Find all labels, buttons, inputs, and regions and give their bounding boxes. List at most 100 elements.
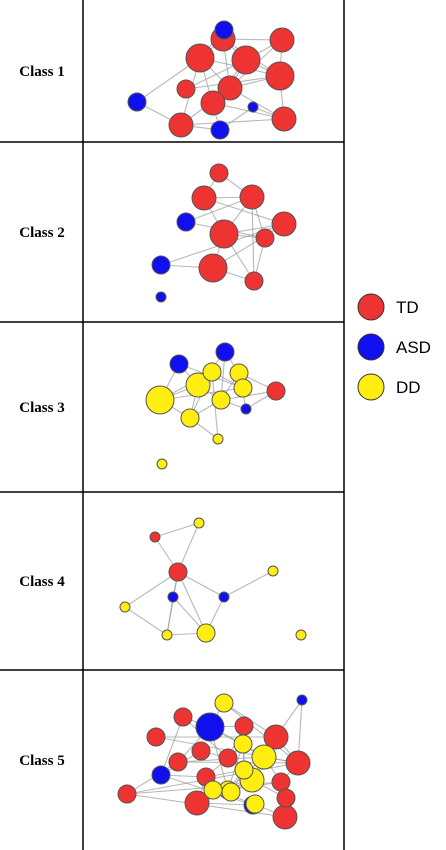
node-asd (155, 291, 167, 303)
node-td (269, 27, 295, 53)
legend: TD ASD DD (357, 293, 431, 401)
network-edge (124, 571, 179, 608)
class-4-edges (124, 522, 274, 636)
node-dd (193, 517, 205, 529)
node-dd (156, 458, 168, 470)
legend-swatch-td (357, 293, 385, 321)
node-asd (215, 342, 235, 362)
node-td (255, 228, 275, 248)
network-edge (160, 716, 184, 776)
node-dd (161, 629, 173, 641)
class-label: Class 5 (19, 753, 64, 769)
node-td (173, 707, 193, 727)
node-td (168, 112, 194, 138)
class-row-4: Class 4 (19, 517, 307, 643)
node-td (168, 752, 188, 772)
node-td (185, 43, 215, 73)
node-asd (167, 591, 179, 603)
node-dd (245, 794, 265, 814)
node-td (272, 804, 298, 830)
class-1-nodes (127, 20, 297, 140)
node-td (176, 79, 196, 99)
node-td (191, 741, 211, 761)
node-td (200, 90, 226, 116)
class-row-1: Class 1 (19, 20, 297, 140)
class-3-nodes (145, 342, 286, 470)
class-5-nodes (117, 693, 311, 830)
node-td (209, 163, 229, 183)
node-asd (210, 120, 230, 140)
node-asd (214, 20, 234, 40)
node-dd (233, 378, 253, 398)
node-asd (247, 101, 259, 113)
class-row-5: Class 5 (19, 693, 311, 830)
node-td (217, 75, 243, 101)
node-asd (169, 354, 189, 374)
node-td (285, 750, 311, 776)
node-td (271, 211, 297, 237)
class-label: Class 4 (19, 574, 65, 590)
node-dd (211, 390, 231, 410)
node-td (266, 381, 286, 401)
network-edge (223, 702, 299, 764)
node-td (168, 562, 188, 582)
node-dd (145, 385, 175, 415)
network-edge (203, 197, 285, 225)
class-label: Class 2 (19, 225, 64, 241)
node-td (209, 219, 239, 249)
node-asd (218, 591, 230, 603)
class-row-2: Class 2 (19, 163, 297, 303)
legend-label: ASD (396, 338, 431, 357)
grid-lines (0, 0, 345, 850)
legend-item-dd: DD (357, 373, 421, 401)
class-row-3: Class 3 (19, 342, 286, 470)
node-td (271, 772, 291, 792)
node-td (198, 253, 228, 283)
legend-item-td: TD (357, 293, 419, 321)
node-td (276, 788, 296, 808)
node-td (146, 727, 166, 747)
network-edge (251, 196, 255, 282)
node-td (149, 531, 161, 543)
network-edge (166, 596, 174, 636)
node-td (117, 784, 137, 804)
node-dd (233, 734, 253, 754)
class-4-nodes (119, 517, 307, 643)
node-asd (127, 92, 147, 112)
class-rows: Class 1 Class 2 Class 3 Class 4 Class 5 (19, 20, 311, 830)
class-2-nodes (151, 163, 297, 303)
node-dd (221, 782, 241, 802)
node-td (184, 790, 210, 816)
legend-swatch-asd (357, 333, 385, 361)
legend-label: DD (396, 378, 421, 397)
legend-label: TD (396, 298, 419, 317)
node-dd (214, 693, 234, 713)
node-td (191, 185, 217, 211)
node-asd (176, 212, 196, 232)
legend-item-asd: ASD (357, 333, 431, 361)
node-dd (251, 744, 277, 770)
node-asd (195, 712, 225, 742)
network-edge (154, 522, 200, 538)
node-asd (296, 694, 308, 706)
node-dd (267, 565, 279, 577)
node-td (265, 61, 295, 91)
class-label: Class 1 (19, 64, 64, 80)
network-edge (177, 761, 299, 764)
network-edge (177, 571, 207, 634)
node-dd (295, 629, 307, 641)
network-edge (223, 570, 274, 598)
node-td (218, 748, 238, 768)
legend-swatch-dd (357, 373, 385, 401)
node-dd (180, 408, 200, 428)
node-asd (151, 255, 171, 275)
node-td (271, 106, 297, 132)
node-dd (185, 372, 211, 398)
node-td (244, 271, 264, 291)
node-td (239, 184, 265, 210)
node-dd (202, 362, 222, 382)
node-dd (212, 433, 224, 445)
node-dd (234, 760, 254, 780)
node-asd (151, 765, 171, 785)
